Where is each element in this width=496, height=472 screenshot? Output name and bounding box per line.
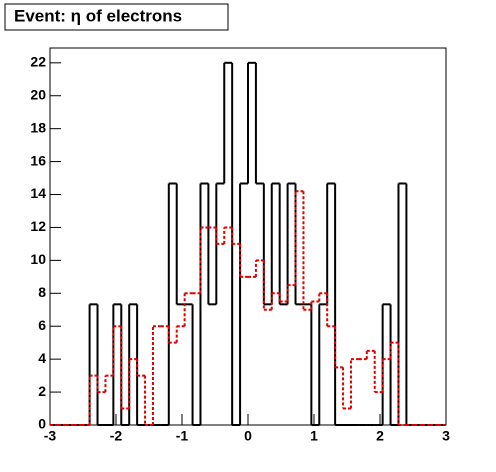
y-tick-label: 22 — [30, 54, 46, 70]
x-tick-label: -3 — [44, 428, 57, 444]
y-tick-label: 18 — [30, 119, 46, 135]
x-tick-label: 2 — [376, 428, 384, 444]
y-tick-label: 12 — [30, 218, 46, 234]
x-tick-label: -2 — [110, 428, 123, 444]
y-tick-label: 10 — [30, 251, 46, 267]
y-tick-label: 2 — [38, 383, 46, 399]
y-tick-label: 16 — [30, 152, 46, 168]
y-tick-label: 0 — [38, 416, 46, 432]
x-tick-label: 0 — [244, 428, 252, 444]
title-box — [4, 3, 229, 31]
chart-title: Event: η of electrons — [14, 6, 182, 25]
y-tick-label: 4 — [38, 350, 46, 366]
x-tick-label: 3 — [442, 428, 450, 444]
y-tick-label: 14 — [30, 185, 46, 201]
x-tick-label: -1 — [176, 428, 189, 444]
y-tick-label: 8 — [38, 284, 46, 300]
y-tick-label: 6 — [38, 317, 46, 333]
x-tick-label: 1 — [310, 428, 318, 444]
y-tick-label: 20 — [30, 86, 46, 102]
